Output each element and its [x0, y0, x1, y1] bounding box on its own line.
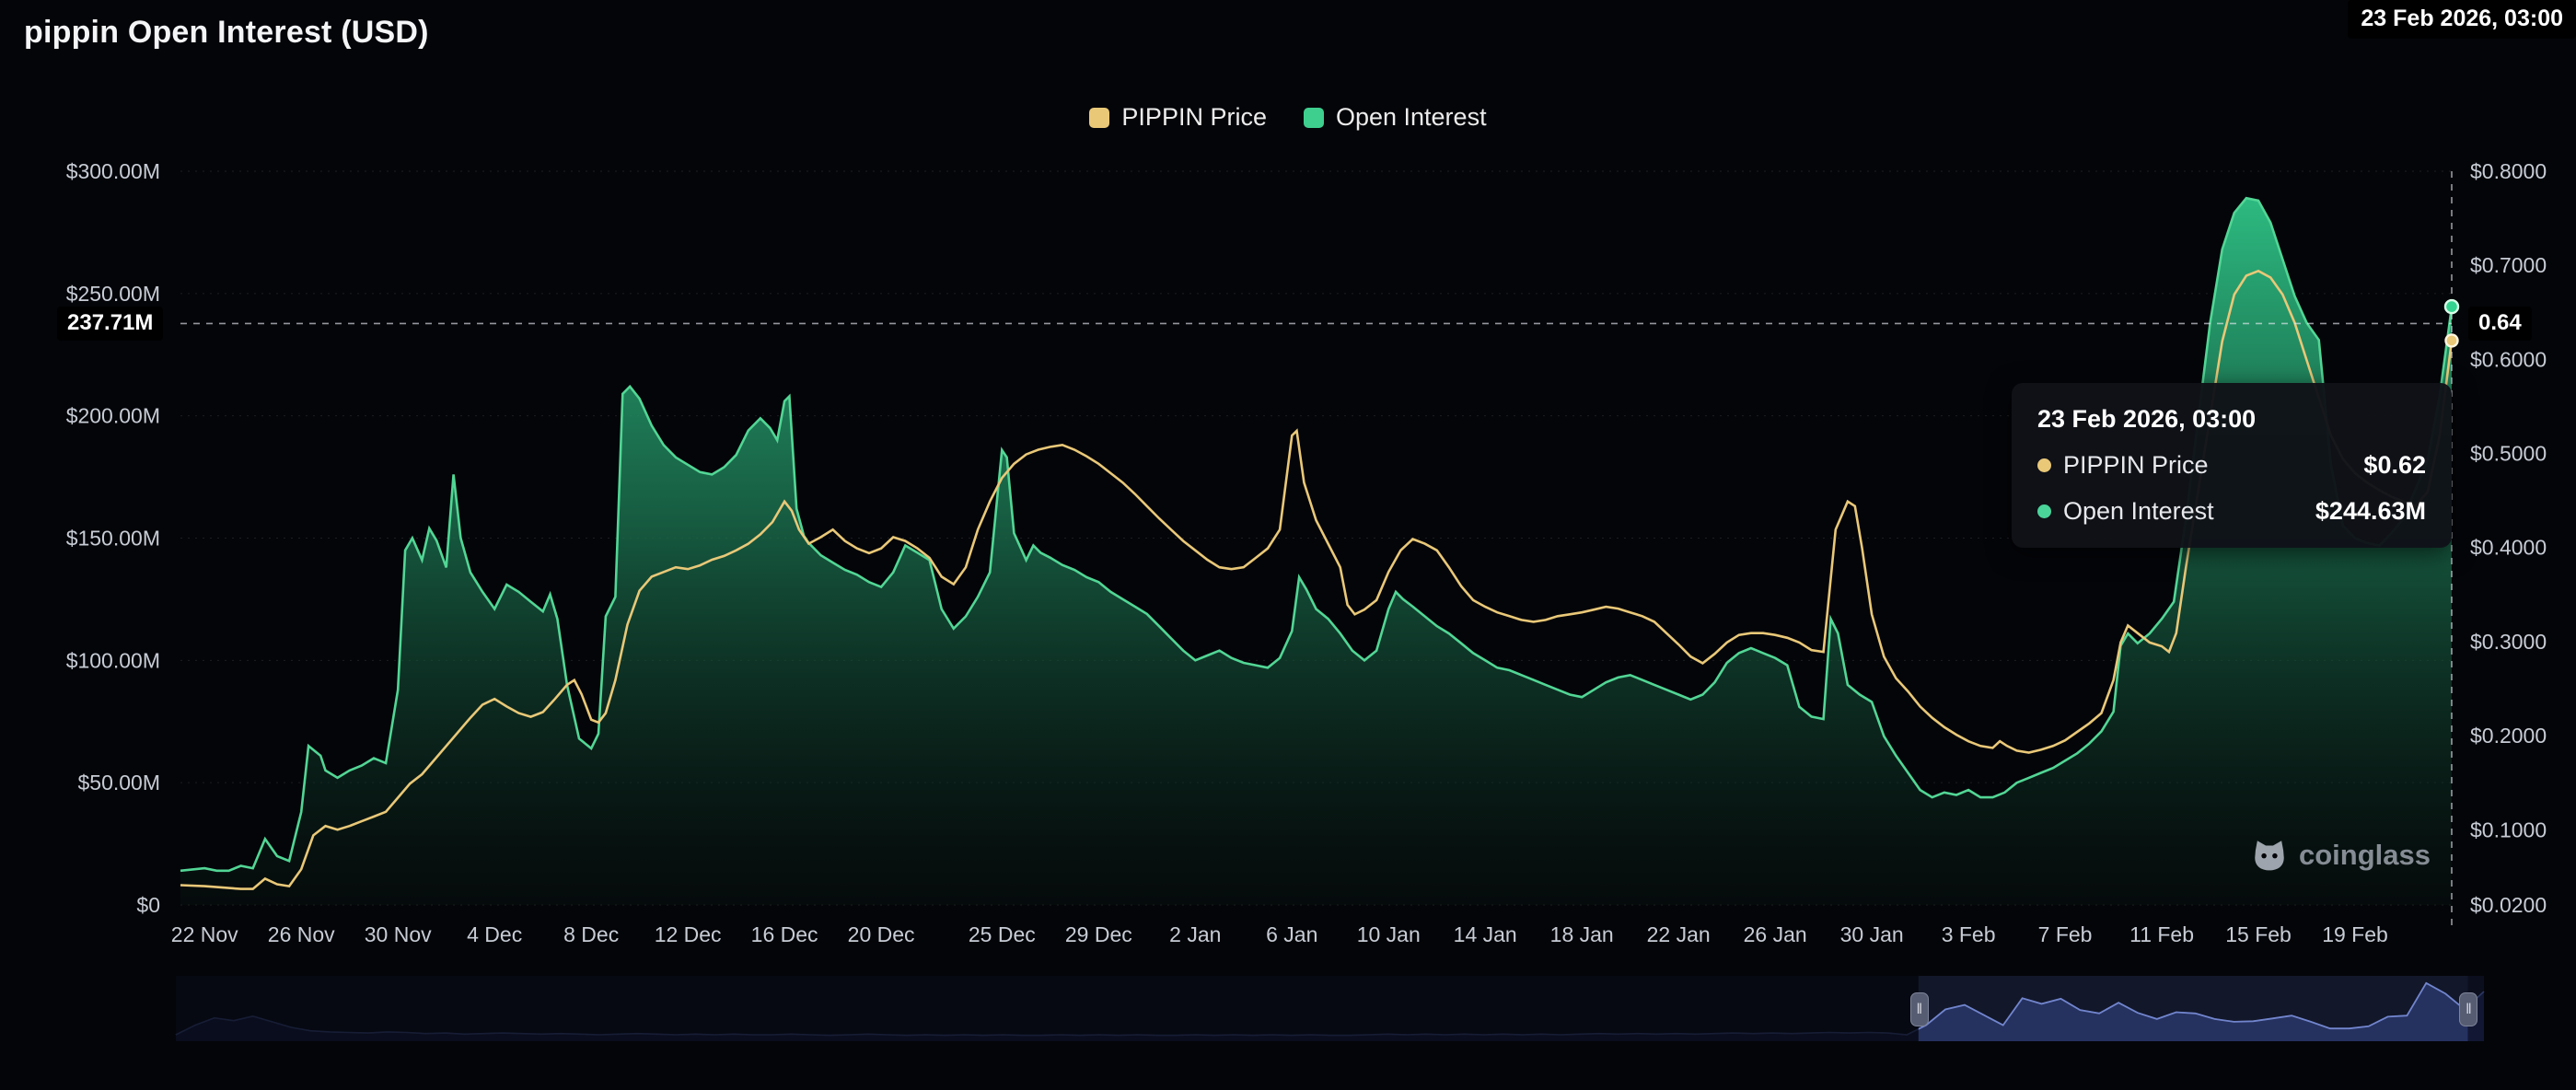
x-axis-tick-label: 19 Feb	[2322, 922, 2388, 946]
x-axis-tick-label: 20 Dec	[848, 922, 915, 946]
tooltip-label-open-interest: Open Interest	[2063, 497, 2214, 526]
left-axis-tick-label: $200.00M	[66, 404, 160, 428]
left-axis-tick-label: $100.00M	[66, 648, 160, 672]
page-title: pippin Open Interest (USD)	[24, 15, 429, 51]
x-axis-tick-label: 11 Feb	[2129, 922, 2194, 946]
legend-item-pippin-price[interactable]: PIPPIN Price	[1089, 103, 1267, 132]
crosshair-left-axis-label: 237.71M	[57, 307, 163, 340]
x-axis-tick-label: 26 Nov	[268, 922, 335, 946]
x-axis-tick-label: 30 Jan	[1840, 922, 1904, 946]
x-axis-tick-label: 16 Dec	[751, 922, 818, 946]
chart-legend: PIPPIN Price Open Interest	[0, 103, 2576, 132]
x-axis-tick-label: 25 Dec	[969, 922, 1036, 946]
right-axis-tick-label: $0.4000	[2470, 536, 2547, 560]
right-axis-tick-label: $0.5000	[2470, 442, 2547, 466]
navigator-unselected-mask	[176, 976, 1919, 1041]
x-axis-tick-label: 3 Feb	[1942, 922, 1996, 946]
right-axis-tick-label: $0.0200	[2470, 893, 2547, 917]
x-axis-tick-label: 6 Jan	[1266, 922, 1317, 946]
chart-tooltip: 23 Feb 2026, 03:00 PIPPIN Price $0.62 Op…	[2012, 383, 2452, 548]
x-axis-tick-label: 15 Feb	[2225, 922, 2292, 946]
navigator-left-handle[interactable]: ‖	[1910, 992, 1929, 1026]
open-interest-area	[180, 198, 2452, 905]
tooltip-date: 23 Feb 2026, 03:00	[2037, 405, 2426, 434]
left-axis-tick-label: $0	[136, 893, 160, 917]
x-axis-tick-label: 18 Jan	[1550, 922, 1614, 946]
left-axis-tick-label: $50.00M	[77, 771, 160, 794]
tooltip-value-open-interest: $244.63M	[2315, 497, 2426, 526]
open-interest-dot-icon	[2037, 504, 2051, 518]
x-axis-tick-label: 7 Feb	[2038, 922, 2093, 946]
price-end-dot	[2446, 334, 2458, 346]
right-axis-tick-label: $0.1000	[2470, 818, 2547, 841]
left-axis-tick-label: $150.00M	[66, 527, 160, 551]
coinglass-watermark[interactable]: coinglass	[2250, 836, 2431, 875]
x-axis-tick-label: 22 Jan	[1647, 922, 1711, 946]
tooltip-row-open-interest: Open Interest $244.63M	[2037, 497, 2426, 526]
x-axis-tick-label: 22 Nov	[171, 922, 238, 946]
right-axis-tick-label: $0.8000	[2470, 159, 2547, 183]
x-axis-tick-label: 30 Nov	[365, 922, 432, 946]
right-axis-tick-label: $0.3000	[2470, 630, 2547, 654]
x-axis-tick-label: 12 Dec	[655, 922, 722, 946]
left-axis-tick-label: $250.00M	[66, 282, 160, 306]
open-interest-swatch-icon	[1304, 108, 1324, 128]
coinglass-logo-icon	[2250, 836, 2289, 875]
navigator-window[interactable]	[1919, 976, 2468, 1041]
navigator-right-handle[interactable]: ‖	[2459, 992, 2477, 1026]
right-axis-tick-label: $0.7000	[2470, 253, 2547, 277]
right-axis-tick-label: $0.2000	[2470, 724, 2547, 748]
right-axis-tick-label: $0.6000	[2470, 347, 2547, 371]
open-interest-end-dot	[2445, 300, 2458, 313]
legend-label-pippin-price: PIPPIN Price	[1121, 103, 1267, 132]
pippin-price-dot-icon	[2037, 458, 2051, 472]
x-axis-tick-label: 26 Jan	[1744, 922, 1807, 946]
open-interest-chart-page: pippin Open Interest (USD) PIPPIN Price …	[0, 0, 2576, 1090]
x-axis-tick-label: 8 Dec	[563, 922, 619, 946]
tooltip-value-pippin-price: $0.62	[2363, 451, 2426, 480]
tooltip-row-pippin-price: PIPPIN Price $0.62	[2037, 451, 2426, 480]
tooltip-label-pippin-price: PIPPIN Price	[2063, 451, 2209, 480]
x-axis-tick-label: 10 Jan	[1357, 922, 1421, 946]
crosshair-right-axis-label: 0.64	[2468, 307, 2532, 340]
x-axis-tick-label: 29 Dec	[1065, 922, 1132, 946]
legend-label-open-interest: Open Interest	[1336, 103, 1487, 132]
crosshair-date-label: 23 Feb 2026, 03:00	[2348, 0, 2576, 39]
legend-item-open-interest[interactable]: Open Interest	[1304, 103, 1487, 132]
pippin-price-swatch-icon	[1089, 108, 1109, 128]
left-axis-tick-label: $300.00M	[66, 159, 160, 183]
x-axis-tick-label: 2 Jan	[1169, 922, 1221, 946]
coinglass-watermark-text: coinglass	[2299, 839, 2431, 872]
x-axis-tick-label: 4 Dec	[467, 922, 522, 946]
x-axis-tick-label: 14 Jan	[1454, 922, 1517, 946]
